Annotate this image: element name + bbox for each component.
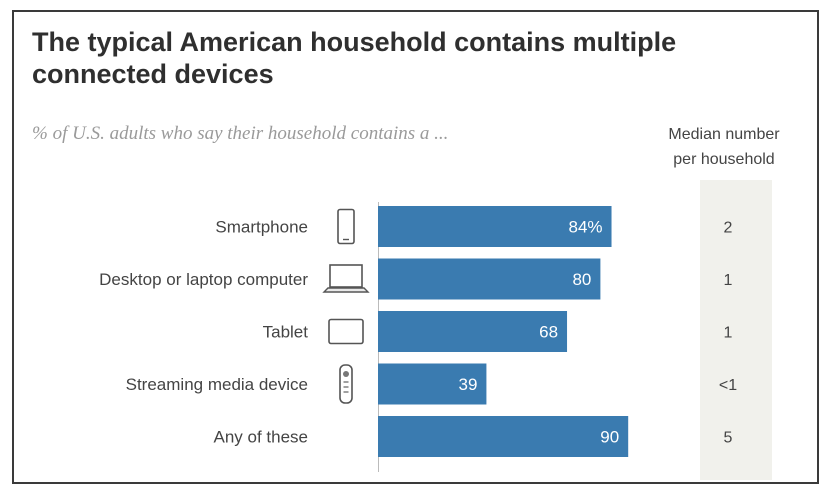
bar [378,416,629,457]
data-label: 68 [539,323,558,342]
bar-row: Streaming media device 39 <1 [126,363,737,405]
median-value: 1 [724,325,733,342]
bar [378,206,612,247]
median-value: 1 [724,272,733,289]
streaming-remote-icon [339,364,353,404]
bar [378,363,487,405]
smartphone-icon [337,208,355,245]
category-label: Any of these [213,428,308,447]
median-value: 2 [724,220,733,237]
data-label: 80 [572,270,591,289]
category-label: Desktop or laptop computer [99,270,308,289]
median-column-header: Median number per household [634,122,814,172]
bar [378,311,568,352]
chart-frame: The typical American household contains … [12,10,819,484]
category-label: Tablet [263,323,309,342]
bar-row: Any of these 90 5 [213,416,733,457]
data-label: 90 [600,428,619,447]
chart-title: The typical American household contains … [32,27,677,89]
laptop-icon [322,264,370,293]
bar-row: Tablet 68 1 [263,311,733,352]
median-value: 5 [724,430,733,447]
bar-row: Desktop or laptop computer 80 1 [99,258,733,300]
median-header-line-2: per household [673,151,775,168]
bar [378,258,601,300]
category-label: Streaming media device [126,375,308,394]
median-value: <1 [719,377,737,394]
median-column-background [700,180,772,480]
data-label: 39 [458,375,477,394]
chart-subtitle: % of U.S. adults who say their household… [32,123,449,144]
category-label: Smartphone [215,218,308,237]
bar-row: Smartphone 84% 2 [215,206,733,247]
data-label: 84% [568,218,602,237]
median-header-line-1: Median number [668,126,780,143]
tablet-icon [328,318,364,345]
